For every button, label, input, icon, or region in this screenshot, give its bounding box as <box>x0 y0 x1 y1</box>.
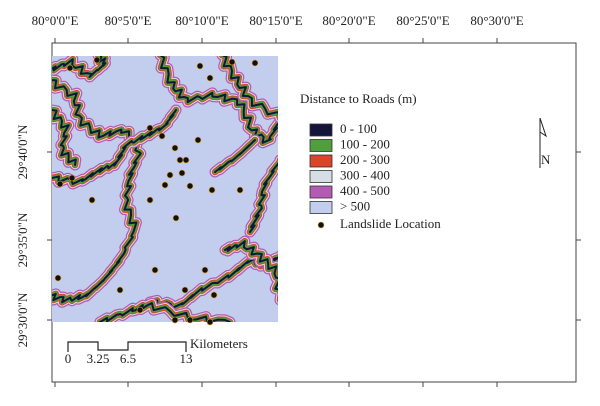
landslide-point <box>171 316 179 324</box>
landslide-point <box>186 316 194 324</box>
latitude-label: 29°35'0"N <box>15 212 30 267</box>
legend-label: 400 - 500 <box>340 183 390 198</box>
latitude-label: 29°40'0"N <box>15 124 30 179</box>
landslide-point <box>236 186 244 194</box>
longitude-label: 80°15'0"E <box>249 13 302 28</box>
longitude-label: 80°30'0"E <box>470 13 523 28</box>
road-buffer <box>159 56 278 144</box>
legend-swatch <box>309 123 333 137</box>
legend-swatch <box>309 201 333 214</box>
landslide-point <box>93 56 101 64</box>
landslide-point <box>116 286 124 294</box>
road-buffer <box>52 79 142 304</box>
landslide-point <box>146 124 154 132</box>
landslide-point <box>171 144 179 152</box>
road-buffer <box>221 56 278 116</box>
landslide-point <box>166 171 174 179</box>
road-buffer <box>224 240 278 291</box>
north-label: N <box>541 152 551 167</box>
legend-label: 100 - 200 <box>340 136 390 151</box>
scale-unit: Kilometers <box>190 336 248 351</box>
landslide-point <box>136 306 144 314</box>
landslide-point <box>68 174 76 182</box>
legend-title: Distance to Roads (m) <box>300 91 417 106</box>
landslide-point <box>201 266 209 274</box>
longitude-label: 80°0'0"E <box>32 13 79 28</box>
landslide-point <box>196 62 204 70</box>
road-buffer <box>52 109 177 185</box>
legend-label: 0 - 100 <box>340 121 377 136</box>
longitude-label: 80°20'0"E <box>322 13 375 28</box>
scale-label: 3.25 <box>87 351 110 366</box>
scale-label: 0 <box>65 351 72 366</box>
landslide-point <box>88 196 96 204</box>
road-buffer <box>214 139 256 173</box>
road-buffer <box>52 56 107 78</box>
road-buffer <box>99 302 231 322</box>
legend-label: Landslide Location <box>340 216 441 231</box>
landslide-point <box>251 59 259 67</box>
landslide-point <box>206 318 214 326</box>
legend-label: 200 - 300 <box>340 152 390 167</box>
landslide-point <box>172 214 180 222</box>
legend-label: 300 - 400 <box>340 167 390 182</box>
landslide-point <box>206 74 214 82</box>
legend-swatch <box>309 154 333 168</box>
scale-label: 6.5 <box>120 351 136 366</box>
road-buffer <box>249 162 278 233</box>
landslides <box>54 56 259 326</box>
scale-label: 13 <box>180 351 193 366</box>
landslide-point <box>151 266 159 274</box>
legend-label: > 500 <box>340 198 370 213</box>
landslide-point <box>54 274 62 282</box>
landslide-point <box>181 286 189 294</box>
landslide-point <box>194 136 202 144</box>
landslide-point <box>161 181 169 189</box>
landslide-point <box>178 169 186 177</box>
landslide-point <box>66 64 74 72</box>
longitude-label: 80°10'0"E <box>175 13 228 28</box>
longitude-label: 80°25'0"E <box>396 13 449 28</box>
landslide-point <box>228 58 236 66</box>
north-arrow <box>539 117 547 168</box>
landslide-point <box>146 196 154 204</box>
legend-swatch <box>309 139 333 152</box>
landslide-point <box>176 156 184 164</box>
roads <box>52 56 278 322</box>
landslide-point <box>208 186 216 194</box>
landslide-point <box>158 132 166 140</box>
legend-swatch <box>309 170 333 183</box>
latitude-label: 29°30'0"N <box>15 292 30 347</box>
scale-bar <box>67 341 187 352</box>
landslide-point <box>210 291 218 299</box>
legend-point <box>317 221 325 229</box>
road-buffer <box>52 109 77 166</box>
landslide-point <box>56 180 64 188</box>
landslide-point <box>186 182 194 190</box>
longitude-label: 80°5'0"E <box>105 13 152 28</box>
landslide-point <box>182 156 190 164</box>
legend-swatch <box>309 185 333 199</box>
